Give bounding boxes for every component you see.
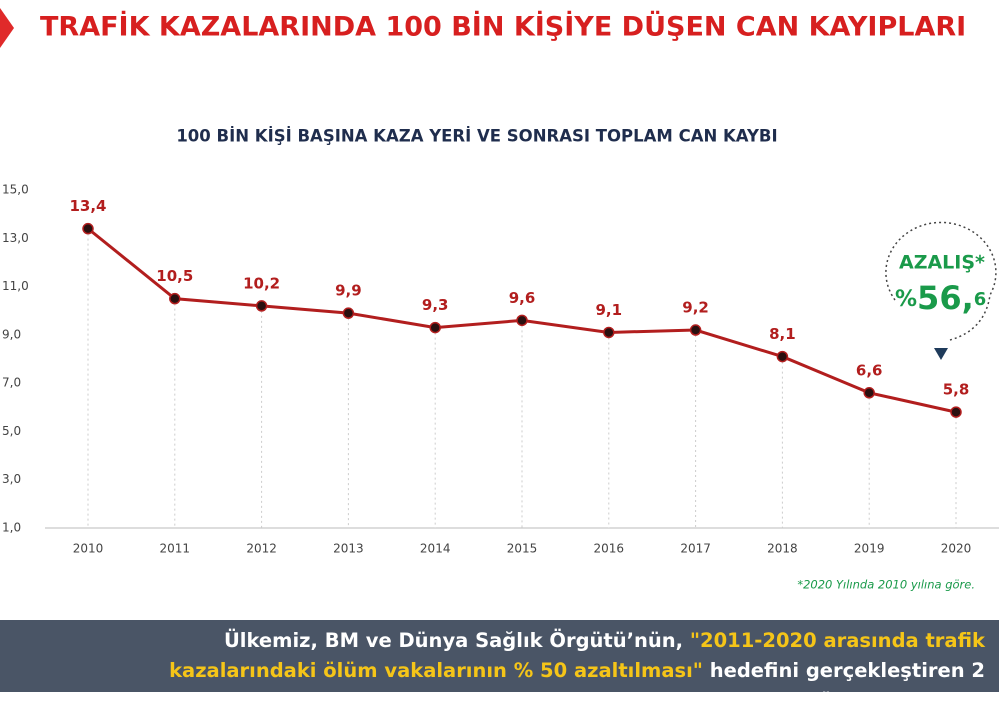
annotation-arrow: [934, 348, 948, 360]
data-label: 6,6: [856, 361, 883, 379]
x-tick-label: 2014: [420, 542, 451, 556]
x-tick-label: 2019: [854, 542, 885, 556]
annotation-label: AZALIŞ*: [899, 252, 985, 274]
data-point: [516, 314, 528, 327]
y-tick-label: 9,0: [2, 327, 21, 341]
footer-highlight: "2011-2020 arasında trafik kazalarındaki…: [169, 629, 985, 682]
data-point: [689, 324, 702, 336]
chart-title: 100 BİN KİŞİ BAŞINA KAZA YERİ VE SONRASI…: [176, 127, 777, 146]
data-label: 9,9: [335, 282, 362, 300]
data-label: 10,2: [243, 274, 280, 292]
data-point: [169, 292, 181, 305]
data-label: 8,1: [769, 325, 796, 343]
data-point: [429, 321, 441, 334]
data-point: [82, 222, 94, 235]
footer-text: Ülkemiz, BM ve Dünya Sağlık Örgütü’nün,: [223, 629, 690, 652]
annotation-minor: 6: [974, 289, 987, 310]
y-tick-label: 7,0: [2, 376, 21, 390]
y-tick-label: 11,0: [2, 279, 29, 293]
data-point: [255, 300, 268, 312]
data-label: 9,1: [596, 301, 623, 319]
data-point: [863, 387, 875, 399]
x-tick-label: 2013: [333, 542, 364, 556]
x-tick-label: 2012: [246, 542, 277, 556]
annotation-prefix: %: [895, 287, 917, 312]
x-tick-label: 2020: [941, 542, 972, 556]
slide-title: TRAFİK KAZALARINDA 100 BİN KİŞİYE DÜŞEN …: [40, 10, 966, 43]
data-label: 5,8: [943, 381, 970, 399]
data-label: 13,4: [69, 197, 106, 215]
data-point: [776, 350, 789, 363]
corner-shape: [0, 8, 14, 48]
x-tick-label: 2016: [594, 542, 625, 556]
page: TRAFİK KAZALARINDA 100 BİN KİŞİYE DÜŞEN …: [0, 8, 999, 712]
y-tick-label: 5,0: [2, 424, 21, 438]
chart: TRAFİK KAZALARINDA 100 BİN KİŞİYE DÜŞEN …: [0, 8, 999, 592]
y-tick-label: 15,0: [2, 183, 29, 197]
data-point: [342, 307, 355, 319]
data-point: [603, 326, 615, 339]
data-label: 9,2: [682, 299, 709, 317]
y-tick-label: 13,0: [2, 231, 29, 245]
x-tick-label: 2018: [767, 542, 798, 556]
data-label: 9,3: [422, 296, 449, 314]
annotation-value: %56,6: [895, 279, 986, 317]
footer: Ülkemiz, BM ve Dünya Sağlık Örgütü’nün, …: [0, 620, 999, 712]
x-tick-label: 2010: [73, 542, 104, 556]
footer-text: hedefini gerçekleştiren 2 ülkeden biridi…: [702, 659, 985, 712]
data-point: [950, 406, 962, 418]
x-tick-label: 2017: [680, 542, 711, 556]
chart-note: *2020 Yılında 2010 yılına göre.: [797, 578, 975, 592]
y-tick-label: 1,0: [2, 521, 21, 535]
annotation-major: 56,: [917, 279, 974, 317]
annotation-bubble: [885, 221, 997, 341]
x-tick-label: 2011: [160, 542, 191, 556]
y-tick-label: 3,0: [2, 472, 21, 486]
x-tick-label: 2015: [507, 542, 538, 556]
data-label: 10,5: [156, 267, 193, 285]
data-label: 9,6: [509, 289, 536, 307]
